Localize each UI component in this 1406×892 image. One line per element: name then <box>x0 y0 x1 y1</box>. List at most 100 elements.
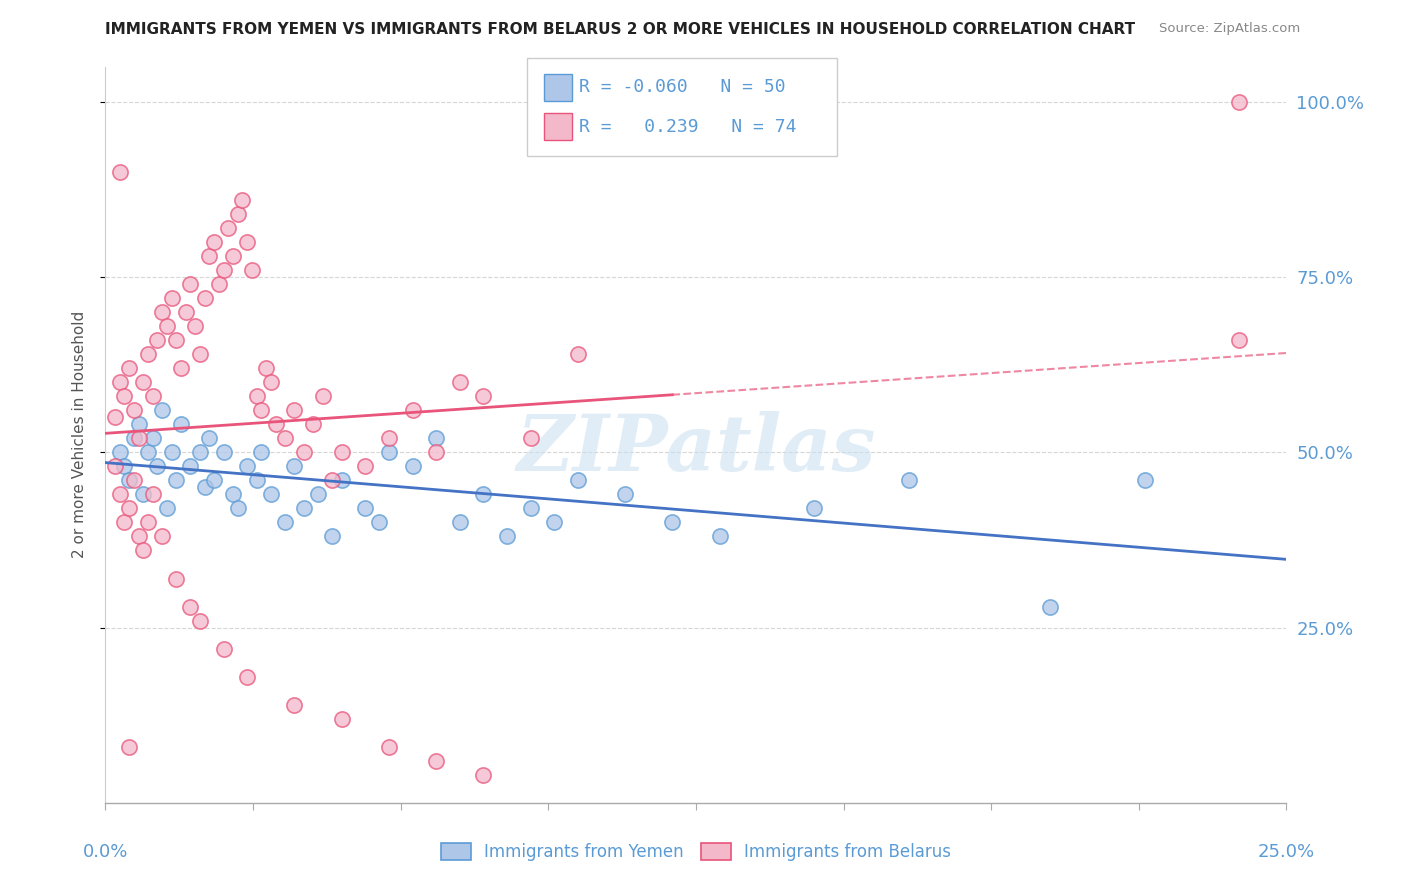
Point <box>104 459 127 474</box>
Point <box>274 516 297 530</box>
Point <box>108 165 131 179</box>
Point <box>122 403 145 417</box>
Point <box>136 445 159 459</box>
Point <box>188 445 211 459</box>
Point <box>246 389 269 403</box>
Point <box>104 410 127 425</box>
Point <box>208 277 231 292</box>
Point <box>292 501 315 516</box>
Point <box>142 431 165 445</box>
Point <box>156 501 179 516</box>
Point <box>146 333 169 347</box>
Point <box>118 739 141 754</box>
Point <box>156 319 179 334</box>
Text: 0.0%: 0.0% <box>83 843 128 861</box>
Point <box>250 445 273 459</box>
Point <box>179 599 201 614</box>
Legend: Immigrants from Yemen, Immigrants from Belarus: Immigrants from Yemen, Immigrants from B… <box>434 837 957 868</box>
Point <box>1227 95 1250 109</box>
Point <box>194 291 217 305</box>
Point <box>401 403 423 417</box>
Point <box>567 347 589 361</box>
Point <box>496 529 519 543</box>
Point <box>118 361 141 376</box>
Point <box>128 417 150 432</box>
Point <box>222 249 245 263</box>
Point <box>1227 333 1250 347</box>
Text: 25.0%: 25.0% <box>1258 843 1315 861</box>
Text: IMMIGRANTS FROM YEMEN VS IMMIGRANTS FROM BELARUS 2 OR MORE VEHICLES IN HOUSEHOLD: IMMIGRANTS FROM YEMEN VS IMMIGRANTS FROM… <box>105 22 1136 37</box>
Point <box>136 347 159 361</box>
Point <box>122 474 145 488</box>
Point <box>170 417 193 432</box>
Point <box>212 445 235 459</box>
Point <box>165 572 187 586</box>
Text: Source: ZipAtlas.com: Source: ZipAtlas.com <box>1160 22 1301 36</box>
Point <box>240 263 263 277</box>
Point <box>142 487 165 501</box>
Point <box>661 516 683 530</box>
Point <box>165 333 187 347</box>
Point <box>194 480 217 494</box>
Point <box>368 516 391 530</box>
Point <box>472 487 495 501</box>
Point <box>150 403 173 417</box>
Point <box>188 347 211 361</box>
Text: ZIPatlas: ZIPatlas <box>516 411 876 488</box>
Point <box>519 501 541 516</box>
Point <box>202 235 225 249</box>
Point <box>128 529 150 543</box>
Point <box>378 445 401 459</box>
Point <box>472 768 495 782</box>
Point <box>330 445 353 459</box>
Y-axis label: 2 or more Vehicles in Household: 2 or more Vehicles in Household <box>72 311 87 558</box>
Point <box>112 516 135 530</box>
Point <box>170 361 193 376</box>
Point <box>302 417 325 432</box>
Point <box>425 431 447 445</box>
Point <box>179 277 201 292</box>
Point <box>150 529 173 543</box>
Point <box>274 431 297 445</box>
Point <box>519 431 541 445</box>
Point <box>709 529 731 543</box>
Point <box>212 641 235 656</box>
Point <box>108 376 131 390</box>
Point <box>198 249 221 263</box>
Point <box>188 614 211 628</box>
Point <box>246 474 269 488</box>
Point <box>118 474 141 488</box>
Point <box>283 403 305 417</box>
Point <box>378 431 401 445</box>
Point <box>292 445 315 459</box>
Point <box>449 516 471 530</box>
Point <box>614 487 637 501</box>
Point <box>472 389 495 403</box>
Point <box>260 487 283 501</box>
Point <box>307 487 329 501</box>
Point <box>254 361 277 376</box>
Point <box>425 445 447 459</box>
Point <box>108 487 131 501</box>
Point <box>1039 599 1062 614</box>
Point <box>132 487 155 501</box>
Point <box>283 698 305 712</box>
Point <box>401 459 423 474</box>
Point <box>122 431 145 445</box>
Point <box>330 712 353 726</box>
Point <box>449 376 471 390</box>
Point <box>142 389 165 403</box>
Point <box>330 474 353 488</box>
Point <box>567 474 589 488</box>
Point <box>354 459 377 474</box>
Point <box>1133 474 1156 488</box>
Point <box>378 739 401 754</box>
Point <box>236 459 259 474</box>
Point <box>250 403 273 417</box>
Point <box>212 263 235 277</box>
Point <box>425 754 447 768</box>
Point <box>226 207 249 221</box>
Point <box>202 474 225 488</box>
Point <box>264 417 287 432</box>
Point <box>321 529 343 543</box>
